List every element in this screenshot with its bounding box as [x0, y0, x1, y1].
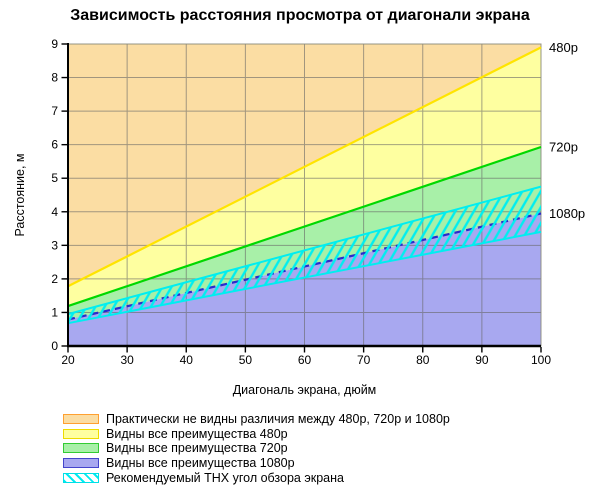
series-line-720p [67, 145, 542, 308]
y-tick-label: 0 [51, 339, 58, 353]
chart-legend: Практически не видны различия между 480р… [63, 412, 450, 486]
y-tick-label: 3 [51, 238, 58, 252]
x-tick-label: 70 [357, 353, 371, 367]
series-label-1080p: 1080p [549, 206, 585, 221]
x-tick-label: 50 [239, 353, 253, 367]
y-tick-label: 4 [51, 205, 58, 219]
legend-item-yellow: Видны все преимущества 480р [63, 426, 450, 441]
legend-swatch-green [63, 443, 99, 454]
legend-label: Видны все преимущества 1080р [106, 456, 295, 471]
x-tick-label: 80 [416, 353, 430, 367]
x-tick-label: 90 [475, 353, 489, 367]
gridlines [68, 44, 541, 346]
axes [61, 43, 542, 353]
y-tick-label: 2 [51, 272, 58, 286]
legend-label: Видны все преимущества 480р [106, 426, 288, 441]
legend-item-hatch: Рекомендуемый THX угол обзора экрана [63, 470, 450, 485]
x-tick-label: 40 [180, 353, 194, 367]
x-tick-label: 20 [61, 353, 75, 367]
y-tick-label: 8 [51, 71, 58, 85]
y-tick-label: 1 [51, 305, 58, 319]
x-tick-label: 60 [298, 353, 312, 367]
series-label-480p: 480p [549, 40, 578, 55]
legend-label: Практически не видны различия между 480р… [106, 412, 450, 427]
y-tick-label: 9 [51, 37, 58, 51]
legend-item-green: Видны все преимущества 720р [63, 441, 450, 456]
legend-swatch-yellow [63, 428, 99, 439]
legend-item-blue: Видны все преимущества 1080р [63, 456, 450, 471]
y-axis-title: Расстояние, м [13, 153, 27, 236]
y-tick-label: 5 [51, 171, 58, 185]
x-axis-title: Диагональ экрана, дюйм [233, 383, 377, 397]
legend-item-orange: Практически не видны различия между 480р… [63, 412, 450, 427]
y-tick-label: 7 [51, 104, 58, 118]
legend-swatch-blue [63, 458, 99, 469]
x-tick-label: 30 [120, 353, 134, 367]
legend-swatch-orange [63, 414, 99, 425]
series-line-480p [67, 46, 542, 288]
tick-labels: 20 30 40 50 60 70 80 90 100 0 1 2 3 4 5 6 7 8 9 [51, 37, 551, 367]
legend-label: Видны все преимущества 720р [106, 441, 288, 456]
chart-title: Зависимость расстояния просмотра от диаг… [70, 7, 530, 24]
y-tick-label: 6 [51, 138, 58, 152]
legend-swatch-hatch [63, 472, 99, 483]
x-tick-label: 100 [531, 353, 551, 367]
series-label-720p: 720p [549, 140, 578, 155]
legend-label: Рекомендуемый THX угол обзора экрана [106, 470, 344, 485]
series-line-thx_max_angle [67, 185, 542, 316]
thx-band [67, 185, 542, 325]
series-line-thx_min_angle [67, 230, 542, 325]
